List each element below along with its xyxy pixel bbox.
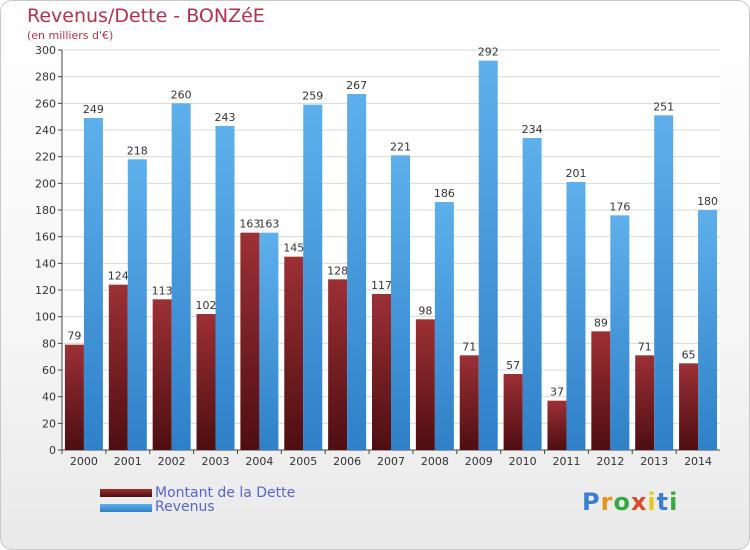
data-label-dette: 79 xyxy=(67,330,81,343)
legend-label-revenus: Revenus xyxy=(155,499,215,515)
x-tick-label: 2005 xyxy=(289,455,317,468)
data-label-dette: 102 xyxy=(196,299,217,312)
bar-revenus xyxy=(434,202,454,450)
y-tick-label: 260 xyxy=(35,97,56,110)
data-label-revenus: 201 xyxy=(565,167,586,180)
bar-revenus xyxy=(303,104,323,451)
data-label-dette: 163 xyxy=(239,218,260,231)
y-tick-label: 120 xyxy=(35,284,56,297)
x-tick-label: 2013 xyxy=(640,455,668,468)
x-tick-label: 2012 xyxy=(596,455,624,468)
x-tick-label: 2007 xyxy=(377,455,405,468)
data-label-revenus: 186 xyxy=(434,187,455,200)
chart-title: Revenus/Dette - BONZéE xyxy=(27,5,265,27)
x-tick-label: 2006 xyxy=(333,455,361,468)
bar-revenus xyxy=(698,210,718,450)
y-tick-label: 220 xyxy=(35,151,56,164)
chart-subtitle: (en milliers d'€) xyxy=(27,29,114,42)
legend-swatch-revenus xyxy=(100,504,152,512)
bar-dette xyxy=(635,355,655,450)
bar-dette xyxy=(328,279,348,450)
bar-revenus xyxy=(347,94,367,450)
data-label-revenus: 180 xyxy=(697,195,718,208)
data-label-dette: 98 xyxy=(418,304,432,317)
data-label-revenus: 243 xyxy=(215,111,236,124)
data-label-dette: 128 xyxy=(327,264,348,277)
data-label-revenus: 249 xyxy=(83,103,104,116)
y-tick-label: 200 xyxy=(35,177,56,190)
data-label-revenus: 234 xyxy=(522,123,543,136)
bar-dette xyxy=(240,232,260,450)
x-tick-label: 2009 xyxy=(465,455,493,468)
data-label-revenus: 163 xyxy=(258,218,279,231)
x-tick-label: 2011 xyxy=(552,455,580,468)
x-tick-label: 2010 xyxy=(509,455,537,468)
data-label-revenus: 221 xyxy=(390,140,411,153)
bar-revenus xyxy=(654,115,674,450)
y-tick-label: 0 xyxy=(49,444,56,457)
y-tick-label: 240 xyxy=(35,124,56,137)
bar-dette xyxy=(459,355,479,450)
data-label-revenus: 251 xyxy=(653,100,674,113)
x-tick-label: 2003 xyxy=(202,455,230,468)
x-tick-label: 2004 xyxy=(245,455,273,468)
y-tick-label: 300 xyxy=(35,44,56,57)
proxiti-logo: Proxiti xyxy=(582,488,679,516)
bar-revenus xyxy=(83,118,103,450)
bar-dette xyxy=(503,374,523,450)
bar-dette xyxy=(284,256,304,450)
y-tick-label: 140 xyxy=(35,257,56,270)
data-label-dette: 124 xyxy=(108,270,129,283)
y-tick-label: 180 xyxy=(35,204,56,217)
data-label-dette: 65 xyxy=(682,348,696,361)
bar-dette xyxy=(108,284,128,450)
data-label-dette: 57 xyxy=(506,359,520,372)
y-tick-label: 280 xyxy=(35,71,56,84)
y-tick-label: 100 xyxy=(35,311,56,324)
data-label-dette: 89 xyxy=(594,316,608,329)
x-tick-label: 2008 xyxy=(421,455,449,468)
bar-dette xyxy=(591,331,611,450)
bar-revenus xyxy=(610,215,630,450)
bar-dette xyxy=(372,294,391,450)
data-label-revenus: 292 xyxy=(478,46,499,59)
data-label-dette: 71 xyxy=(462,340,476,353)
legend-label-dette: Montant de la Dette xyxy=(155,485,296,501)
x-tick-label: 2000 xyxy=(70,455,98,468)
bar-revenus xyxy=(522,138,542,450)
data-label-revenus: 176 xyxy=(609,200,630,213)
data-label-revenus: 260 xyxy=(171,88,192,101)
x-tick-label: 2001 xyxy=(114,455,142,468)
y-tick-label: 160 xyxy=(35,231,56,244)
bar-revenus xyxy=(127,159,147,451)
bar-revenus xyxy=(171,103,191,450)
bar-revenus xyxy=(478,60,498,451)
y-tick-label: 20 xyxy=(42,417,56,430)
data-label-dette: 113 xyxy=(152,284,173,297)
bar-dette xyxy=(64,344,84,450)
bar-dette xyxy=(152,299,172,450)
x-tick-label: 2002 xyxy=(158,455,186,468)
bar-dette xyxy=(196,314,216,450)
data-label-revenus: 259 xyxy=(302,90,323,103)
bar-revenus xyxy=(566,182,586,450)
bar-dette xyxy=(547,400,567,450)
data-label-revenus: 267 xyxy=(346,79,367,92)
bar-revenus xyxy=(215,126,235,450)
bar-dette xyxy=(679,363,699,450)
legend-swatch-dette xyxy=(100,489,152,497)
data-label-revenus: 218 xyxy=(127,144,148,157)
y-tick-label: 40 xyxy=(42,391,56,404)
bar-revenus xyxy=(391,155,410,451)
bar-revenus xyxy=(259,232,279,450)
data-label-dette: 117 xyxy=(371,279,392,292)
data-label-dette: 37 xyxy=(550,386,564,399)
y-tick-label: 80 xyxy=(42,337,56,350)
bar-dette xyxy=(415,319,435,450)
data-label-dette: 145 xyxy=(283,242,304,255)
x-tick-label: 2014 xyxy=(684,455,712,468)
y-tick-label: 60 xyxy=(42,364,56,377)
data-label-dette: 71 xyxy=(638,340,652,353)
